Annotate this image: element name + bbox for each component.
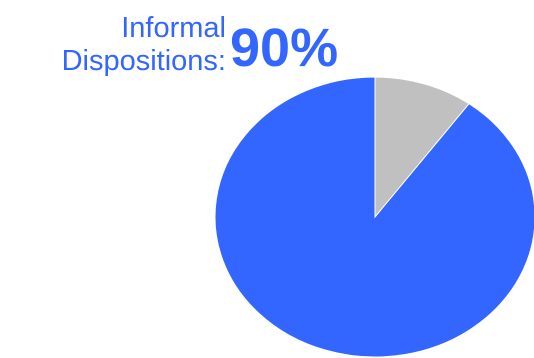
annotation-label-line-2: Dispositions: — [61, 45, 226, 77]
pie-annotation-label: Informal Dispositions: — [40, 12, 226, 78]
pie-slice-other — [374, 76, 470, 219]
annotation-percent-value: 90% — [230, 18, 339, 78]
pie-slice-informal-dispositions — [214, 76, 534, 358]
annotation-label-line-1: Informal — [121, 12, 226, 44]
